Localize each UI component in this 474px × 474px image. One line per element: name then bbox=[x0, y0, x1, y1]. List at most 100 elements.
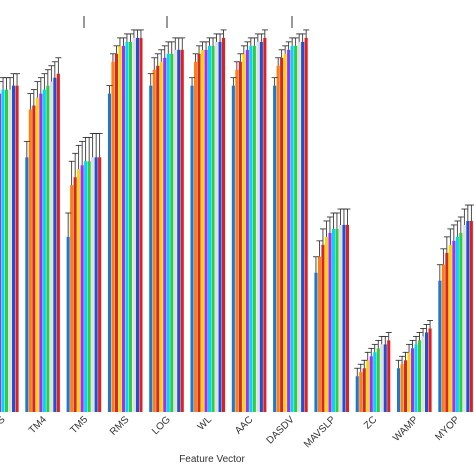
bar-zc-1 bbox=[359, 372, 363, 412]
bar-wl-2 bbox=[197, 53, 201, 413]
bar-wamp-7 bbox=[421, 336, 425, 412]
bar-dasdv-6 bbox=[294, 45, 298, 413]
bar-log-0 bbox=[149, 85, 153, 412]
bar-mavslp-9 bbox=[345, 224, 349, 412]
bar-myop-2 bbox=[445, 252, 449, 412]
bar-wamp-3 bbox=[407, 352, 411, 412]
bar-dasdv-9 bbox=[304, 37, 308, 412]
bar-mavslp-8 bbox=[342, 224, 346, 412]
bar-myop-3 bbox=[448, 244, 452, 412]
bar-tm5-9 bbox=[98, 157, 102, 412]
bar-wl-8 bbox=[218, 41, 222, 413]
bar-rms-8 bbox=[135, 37, 139, 412]
bar-zc-0 bbox=[355, 376, 359, 412]
bar-myop-4 bbox=[452, 240, 456, 412]
bar-wl-6 bbox=[211, 45, 215, 413]
bar-zc-2 bbox=[362, 368, 366, 412]
x-tick-label-myop: MYOP bbox=[433, 414, 462, 443]
x-tick-label-zc: ZC bbox=[362, 414, 379, 431]
bar-aac-9 bbox=[263, 37, 267, 412]
bar-wamp-6 bbox=[418, 340, 422, 412]
bar-wamp-0 bbox=[397, 368, 401, 412]
bar-wl-3 bbox=[201, 49, 205, 412]
bar-tm4-0 bbox=[25, 157, 29, 412]
top-ticks-layer bbox=[83, 16, 293, 28]
bar-aac-2 bbox=[238, 61, 242, 412]
bar-aac-8 bbox=[259, 41, 263, 413]
bar-myop-9 bbox=[469, 220, 473, 412]
bar-rms-9 bbox=[139, 37, 143, 412]
bar-rms-0 bbox=[107, 93, 111, 412]
bar-wamp-2 bbox=[404, 360, 408, 412]
bar-tm5-4 bbox=[80, 165, 84, 412]
x-tick-label-s: S bbox=[0, 414, 8, 427]
bar-tm4-4 bbox=[39, 93, 43, 412]
bar-wl-4 bbox=[204, 49, 208, 412]
bar-tm5-6 bbox=[87, 161, 91, 412]
bar-wamp-5 bbox=[414, 344, 418, 412]
bar-aac-4 bbox=[245, 49, 249, 412]
bar-wamp-9 bbox=[428, 328, 432, 412]
x-tick-label-tm4: TM4 bbox=[27, 414, 49, 436]
x-tick-label-aac: AAC bbox=[233, 414, 255, 436]
x-tick-label-dasdv: DASDV bbox=[265, 414, 297, 446]
bar-myop-7 bbox=[462, 224, 466, 412]
bar-dasdv-0 bbox=[273, 85, 277, 412]
bar-tm5-8 bbox=[94, 157, 98, 412]
bar-tm5-3 bbox=[77, 169, 81, 412]
x-tick-labels: S TM4 TM5 RMS LOG WL AAC DASDV MAVSLP ZC WAMP MYOP bbox=[0, 414, 462, 450]
bar-mavslp-3 bbox=[324, 236, 328, 412]
bar-s-6 bbox=[5, 89, 9, 413]
bar-mavslp-1 bbox=[317, 256, 321, 412]
bar-aac-5 bbox=[249, 45, 253, 413]
bar-zc-3 bbox=[366, 360, 370, 412]
bar-zc-8 bbox=[383, 344, 387, 412]
bar-mavslp-4 bbox=[328, 232, 332, 412]
bar-tm4-6 bbox=[46, 85, 50, 412]
bars-layer bbox=[0, 37, 473, 413]
bar-tm5-7 bbox=[91, 157, 95, 412]
bar-wamp-8 bbox=[425, 332, 429, 412]
bar-s-7 bbox=[8, 89, 12, 413]
bar-myop-6 bbox=[459, 232, 463, 412]
bar-s-5 bbox=[1, 89, 5, 413]
bar-dasdv-2 bbox=[280, 57, 284, 412]
bar-tm5-0 bbox=[66, 236, 70, 412]
bar-tm5-1 bbox=[70, 185, 74, 412]
bar-rms-3 bbox=[118, 45, 122, 413]
bar-mavslp-2 bbox=[321, 244, 325, 412]
bar-dasdv-4 bbox=[287, 49, 291, 412]
x-tick-label-wl: WL bbox=[196, 414, 215, 433]
bar-log-1 bbox=[152, 69, 156, 412]
bar-zc-7 bbox=[380, 344, 384, 412]
bar-wamp-4 bbox=[411, 348, 415, 412]
bar-wl-5 bbox=[208, 45, 212, 413]
bar-s-8 bbox=[12, 85, 16, 412]
bar-rms-1 bbox=[111, 61, 115, 412]
bar-tm4-3 bbox=[35, 97, 39, 412]
bar-tm5-2 bbox=[73, 177, 77, 412]
bar-tm4-5 bbox=[42, 89, 46, 413]
bar-tm4-9 bbox=[56, 73, 60, 412]
bar-rms-5 bbox=[125, 41, 129, 413]
bar-log-8 bbox=[177, 49, 181, 412]
bar-mavslp-0 bbox=[314, 272, 318, 412]
bar-myop-8 bbox=[466, 220, 470, 412]
x-tick-label-rms: RMS bbox=[108, 414, 132, 438]
bar-rms-4 bbox=[121, 45, 125, 413]
bar-aac-3 bbox=[242, 53, 246, 413]
x-tick-label-tm5: TM5 bbox=[68, 414, 90, 436]
bar-myop-0 bbox=[438, 280, 442, 412]
bar-zc-4 bbox=[369, 356, 373, 412]
bar-wl-1 bbox=[194, 61, 198, 412]
x-tick-label-mavslp: MAVSLP bbox=[302, 414, 338, 450]
bar-dasdv-5 bbox=[290, 45, 294, 413]
bar-aac-6 bbox=[252, 45, 256, 413]
bar-rms-6 bbox=[128, 41, 132, 413]
bar-log-7 bbox=[173, 49, 177, 412]
bar-dasdv-3 bbox=[283, 53, 287, 413]
bar-zc-6 bbox=[376, 348, 380, 412]
bar-wamp-1 bbox=[400, 364, 404, 412]
bar-log-6 bbox=[170, 53, 174, 413]
